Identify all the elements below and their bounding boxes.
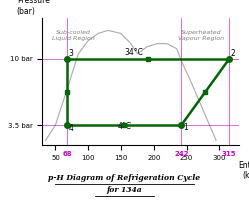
Text: p-H Diagram of Refrigeration Cycle: p-H Diagram of Refrigeration Cycle bbox=[49, 174, 200, 182]
Text: 34°C: 34°C bbox=[125, 48, 144, 57]
Text: Superheated
Vapour Region: Superheated Vapour Region bbox=[178, 30, 224, 41]
Text: 4: 4 bbox=[68, 124, 73, 133]
Text: 4°C: 4°C bbox=[117, 122, 131, 131]
Text: for 134a: for 134a bbox=[107, 186, 142, 194]
Text: Pressure
(bar): Pressure (bar) bbox=[17, 0, 50, 16]
Text: 3: 3 bbox=[68, 49, 73, 58]
Text: 2: 2 bbox=[231, 49, 235, 58]
Text: 242: 242 bbox=[174, 151, 188, 157]
X-axis label: Enthalpy
(kJ/kg): Enthalpy (kJ/kg) bbox=[238, 161, 249, 180]
Text: Sub-cooled
Liquid Region: Sub-cooled Liquid Region bbox=[52, 30, 95, 41]
Text: 68: 68 bbox=[62, 151, 72, 157]
Text: 1: 1 bbox=[183, 123, 188, 132]
Text: 315: 315 bbox=[222, 151, 237, 157]
